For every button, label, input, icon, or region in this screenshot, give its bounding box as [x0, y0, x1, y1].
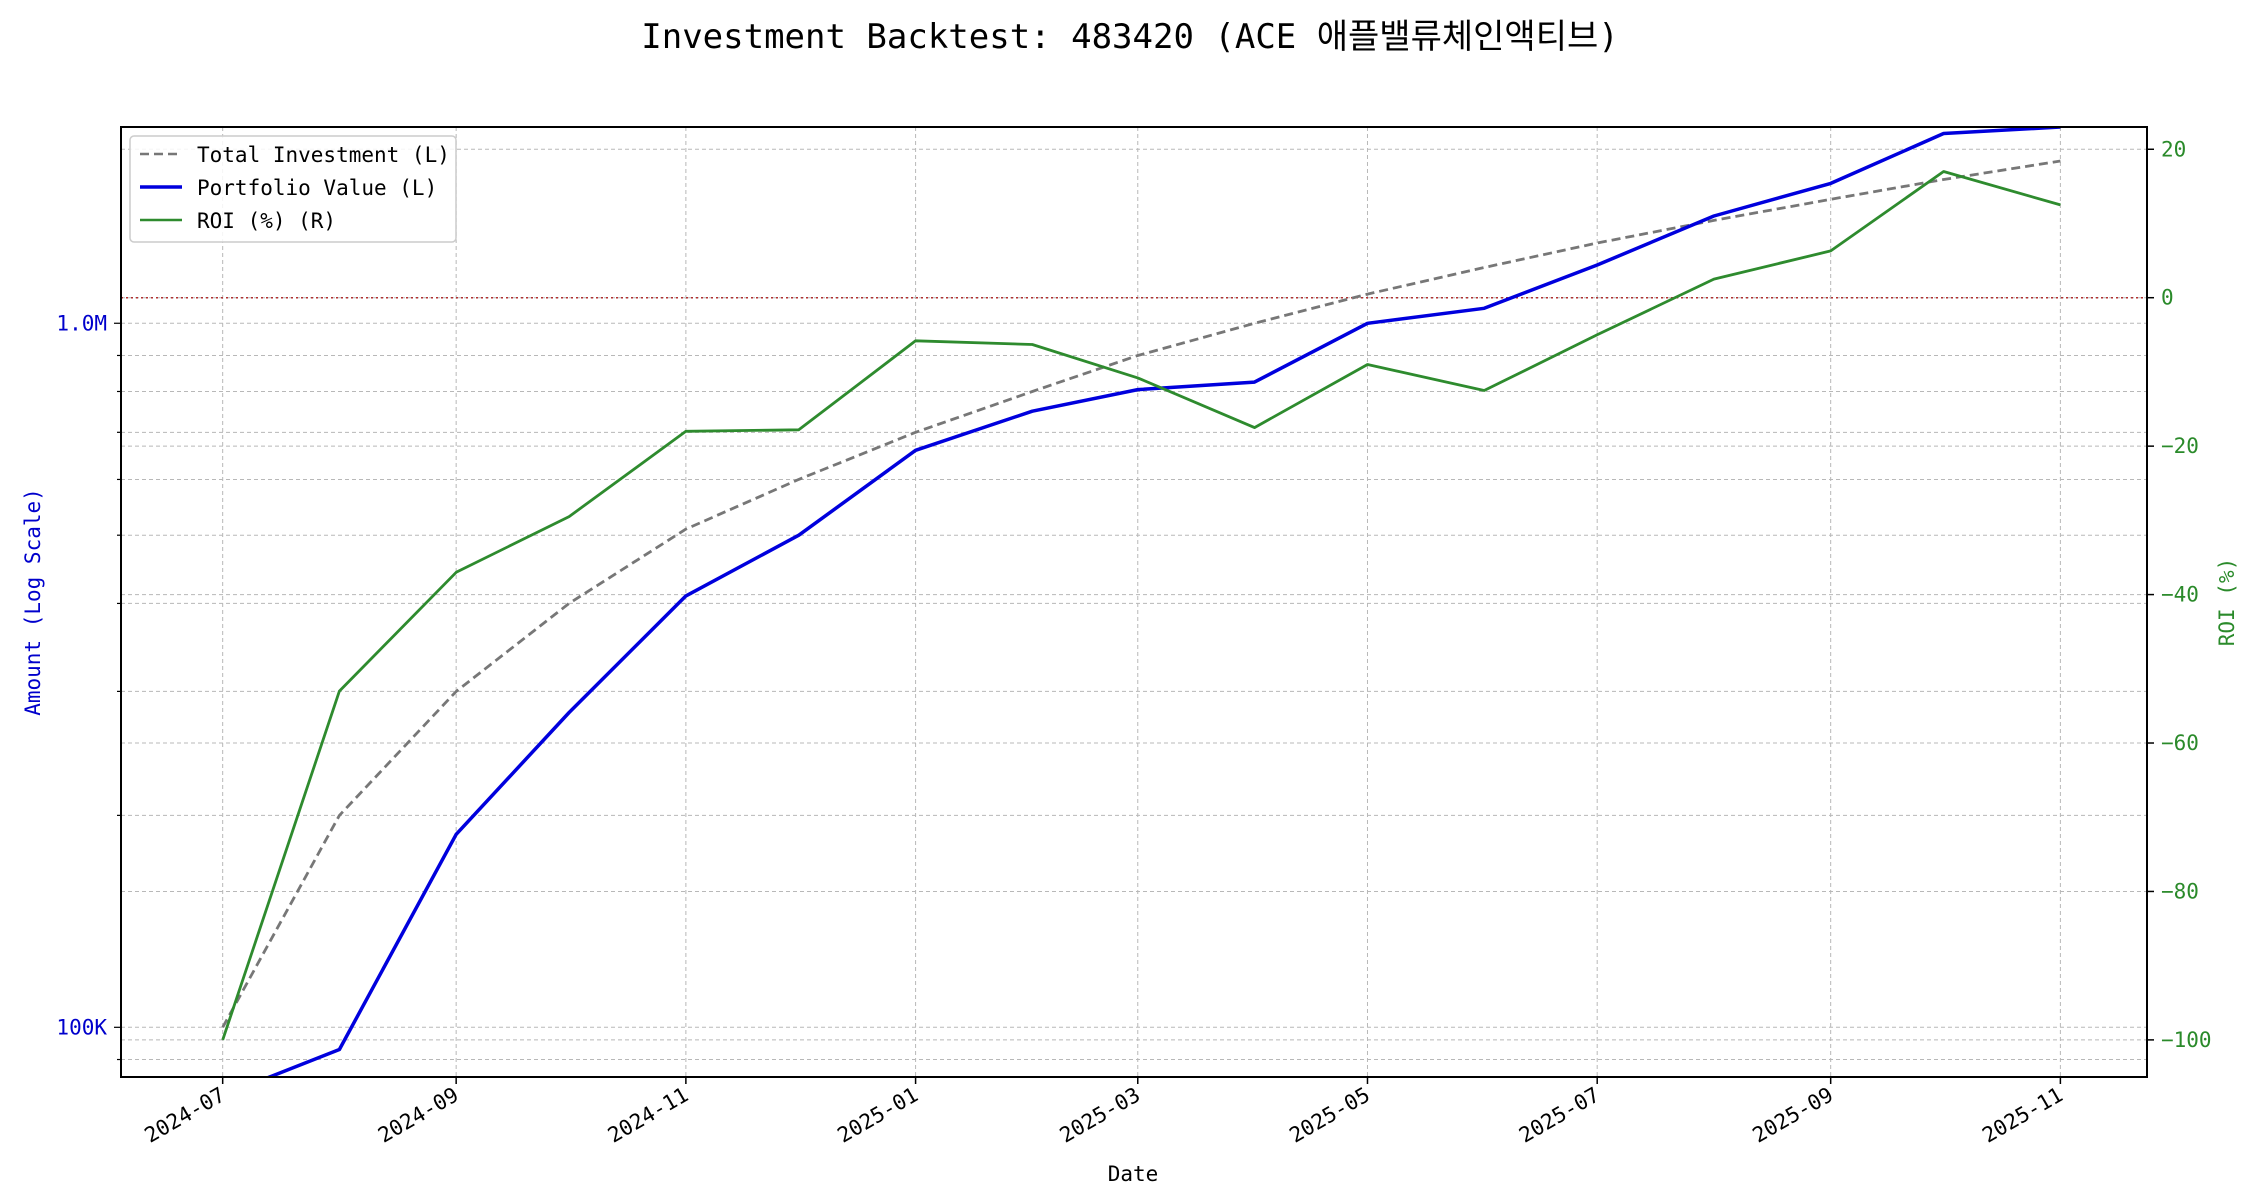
x-tick-label: 2024-09 [374, 1083, 463, 1148]
legend-box [129, 135, 457, 243]
x-tick-label: 2025-11 [1978, 1083, 2067, 1148]
left-axis-label: Amount (Log Scale) [21, 488, 45, 716]
x-axis-label: Date [1108, 1162, 1159, 1186]
right-tick-label: 20 [2161, 137, 2186, 161]
legend-label-roi: ROI (%) (R) [197, 209, 336, 233]
series-roi [221, 170, 2061, 1041]
x-tick-label: 2025-09 [1749, 1083, 1838, 1148]
right-tick-label: −40 [2161, 583, 2199, 607]
left-tick-label: 1.0M [56, 311, 107, 335]
right-tick-label: −80 [2161, 879, 2199, 903]
left-axis-ticks: 100K 1.0M [56, 311, 121, 1061]
chart-title: Investment Backtest: 483420 (ACE 애플밸류체인액… [641, 17, 1619, 57]
series-total-investment [221, 159, 2061, 1028]
grid-lines [121, 127, 2147, 1077]
series-portfolio-value [264, 127, 2061, 1077]
x-tick-label: 2024-07 [141, 1083, 230, 1148]
legend: Total Investment (L) Portfolio Value (L)… [129, 135, 457, 243]
left-tick-label: 100K [56, 1015, 107, 1039]
right-axis-label: ROI (%) [2215, 558, 2239, 647]
x-tick-label: 2025-03 [1056, 1083, 1145, 1148]
right-axis-ticks: 20 0 −20 −40 −60 −80 −100 [2147, 137, 2212, 1052]
legend-label-total-investment: Total Investment (L) [197, 143, 450, 167]
series-layer [221, 127, 2061, 1077]
x-tick-label: 2025-07 [1515, 1083, 1604, 1148]
legend-label-portfolio-value: Portfolio Value (L) [197, 176, 437, 200]
plot-frame [120, 126, 2148, 1078]
right-tick-label: 0 [2161, 286, 2174, 310]
right-tick-label: −20 [2161, 434, 2199, 458]
right-tick-label: −60 [2161, 731, 2199, 755]
x-tick-label: 2025-05 [1285, 1083, 1374, 1148]
x-tick-label: 2024-11 [604, 1083, 693, 1148]
right-tick-label: −100 [2161, 1028, 2212, 1052]
x-tick-label: 2025-01 [833, 1083, 922, 1148]
x-axis-ticks: 2024-07 2024-09 2024-11 2025-01 2025-03 2025-… [141, 1077, 2067, 1148]
